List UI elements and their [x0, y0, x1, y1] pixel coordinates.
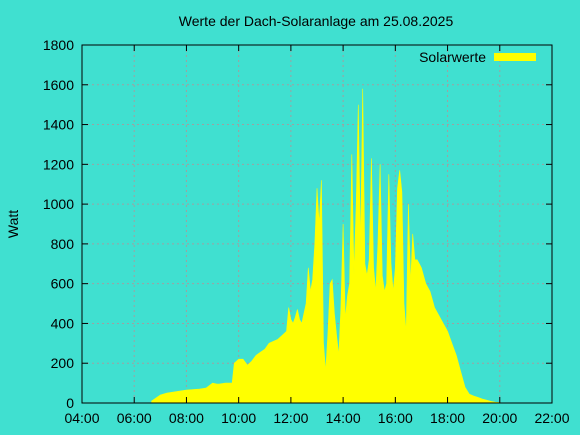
x-tick-label: 04:00 [64, 410, 99, 426]
plot-frame [81, 44, 553, 404]
x-tick-label: 06:00 [117, 410, 152, 426]
y-tick-label: 1600 [43, 77, 74, 93]
chart-title: Werte der Dach-Solaranlage am 25.08.2025 [179, 13, 454, 29]
x-tick-label: 16:00 [378, 410, 413, 426]
y-tick-label: 200 [51, 355, 75, 371]
y-axis-label: Watt [5, 210, 21, 238]
ticks: 0 200 400 600 800 1000 1200 1400 1600 1800 04:00 06… [43, 37, 570, 426]
legend-label-solarwerte: Solarwerte [419, 49, 486, 65]
series-area-solarwerte [151, 88, 503, 404]
y-tick-label: 1200 [43, 156, 74, 172]
series-layer [151, 88, 503, 404]
x-tick-label: 18:00 [430, 410, 465, 426]
x-tick-label: 08:00 [169, 410, 204, 426]
y-tick-label: 1400 [43, 117, 74, 133]
y-tick-label: 600 [51, 276, 75, 292]
x-tick-label: 22:00 [534, 410, 569, 426]
x-tick-label: 10:00 [221, 410, 256, 426]
y-tick-label: 1000 [43, 196, 74, 212]
legend-swatch-solarwerte [494, 53, 536, 61]
y-tick-label: 800 [51, 236, 75, 252]
y-tick-label: 0 [66, 395, 74, 411]
x-tick-label: 14:00 [326, 410, 361, 426]
y-tick-label: 400 [51, 315, 75, 331]
legend: Solarwerte [419, 49, 536, 65]
y-tick-label: 1800 [43, 37, 74, 53]
x-tick-label: 20:00 [482, 410, 517, 426]
x-tick-label: 12:00 [273, 410, 308, 426]
